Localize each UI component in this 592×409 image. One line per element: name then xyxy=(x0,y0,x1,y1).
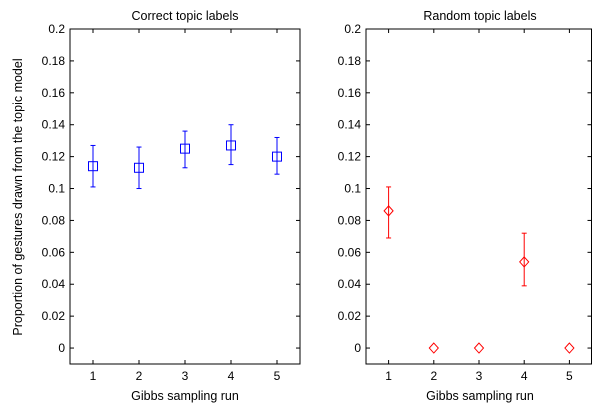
panel-title: Random topic labels xyxy=(423,9,536,23)
data-point-square xyxy=(272,151,282,162)
data-point-square xyxy=(180,143,190,154)
y-tick-label: 0.1 xyxy=(344,182,361,196)
y-tick-label: 0.14 xyxy=(42,118,66,132)
y-tick-label: 0.2 xyxy=(48,22,65,36)
y-tick-label: 0.14 xyxy=(338,118,362,132)
y-tick-label: 0.18 xyxy=(338,54,362,68)
data-point-square xyxy=(134,162,144,173)
y-tick-label: 0.04 xyxy=(42,277,66,291)
y-tick-label: 0.12 xyxy=(42,150,66,164)
y-tick-label: 0.02 xyxy=(338,309,362,323)
x-tick-label: 5 xyxy=(566,369,573,383)
y-tick-label: 0.08 xyxy=(42,213,66,227)
y-tick-label: 0.1 xyxy=(48,182,65,196)
y-tick-label: 0.16 xyxy=(338,86,362,100)
data-point-diamond xyxy=(383,205,394,217)
data-point-diamond xyxy=(519,256,530,268)
data-point-diamond xyxy=(428,342,439,354)
y-tick-label: 0.18 xyxy=(42,54,66,68)
x-tick-label: 4 xyxy=(521,369,528,383)
data-point-square xyxy=(88,161,98,172)
x-tick-label: 5 xyxy=(274,369,281,383)
y-tick-label: 0.06 xyxy=(338,245,362,259)
data-point-square xyxy=(226,140,236,151)
y-tick-label: 0.02 xyxy=(42,309,66,323)
chart-panel-correct: Correct topic labels Gibbs sampling run … xyxy=(42,9,301,403)
y-tick-label: 0.16 xyxy=(42,86,66,100)
chart-panel-random: Random topic labels Gibbs sampling run 0… xyxy=(338,9,592,403)
y-tick-label: 0 xyxy=(58,341,65,355)
y-tick-label: 0.08 xyxy=(338,213,362,227)
y-tick-label: 0.04 xyxy=(338,277,362,291)
y-tick-label: 0.12 xyxy=(338,150,362,164)
x-tick-label: 1 xyxy=(385,369,392,383)
shared-y-axis-label: Proportion of gestures drawn from the to… xyxy=(11,58,25,335)
y-tick-label: 0.06 xyxy=(42,245,66,259)
x-tick-label: 1 xyxy=(90,369,97,383)
data-point-diamond xyxy=(564,342,575,354)
data-point-diamond xyxy=(473,342,485,354)
panel-title: Correct topic labels xyxy=(132,9,239,23)
x-tick-label: 4 xyxy=(228,369,235,383)
x-tick-label: 2 xyxy=(136,369,143,383)
x-tick-label: 3 xyxy=(476,369,483,383)
axes-frame xyxy=(69,28,301,365)
x-axis-label: Gibbs sampling run xyxy=(426,389,534,403)
x-axis-label: Gibbs sampling run xyxy=(131,389,239,403)
x-tick-label: 3 xyxy=(182,369,189,383)
y-tick-label: 0 xyxy=(354,341,361,355)
y-tick-label: 0.2 xyxy=(344,22,361,36)
axes-frame xyxy=(365,28,592,365)
x-tick-label: 2 xyxy=(430,369,437,383)
